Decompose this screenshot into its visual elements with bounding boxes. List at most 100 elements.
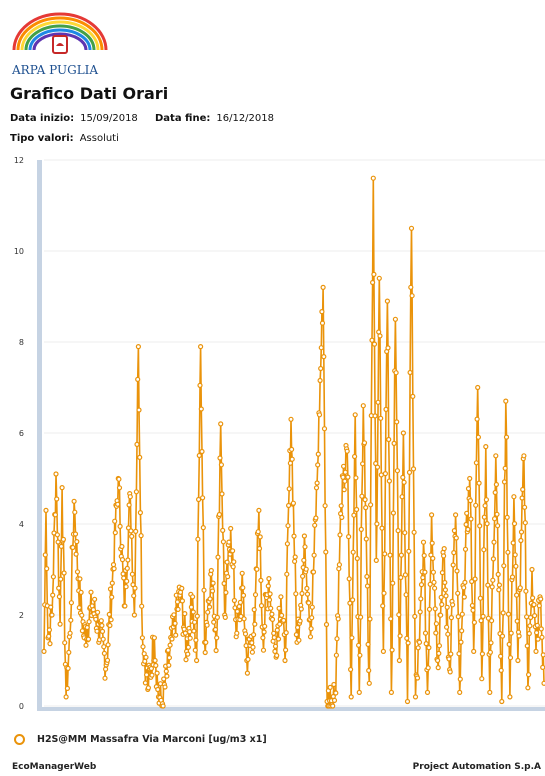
data-point	[101, 644, 107, 650]
data-point	[492, 489, 498, 496]
data-point	[450, 562, 456, 568]
data-point	[453, 535, 459, 541]
data-point	[491, 539, 497, 545]
data-point	[370, 279, 376, 286]
data-point	[534, 622, 540, 628]
data-point	[511, 521, 518, 527]
data-point	[99, 628, 106, 634]
data-point	[380, 648, 386, 654]
data-point	[85, 636, 92, 642]
data-point	[377, 333, 383, 339]
data-point	[223, 589, 229, 596]
data-point	[166, 655, 172, 661]
data-point	[372, 413, 378, 419]
data-point	[289, 446, 295, 452]
data-point	[214, 635, 220, 641]
data-point	[54, 496, 60, 502]
data-point	[476, 480, 482, 486]
data-point	[93, 616, 99, 622]
data-point	[151, 635, 157, 641]
data-point	[54, 532, 61, 538]
data-point	[462, 579, 468, 585]
data-point	[398, 574, 404, 581]
data-point	[254, 566, 260, 572]
data-point	[262, 623, 268, 629]
value-type-label: Tipo valori:	[10, 133, 74, 144]
data-point	[98, 618, 104, 624]
data-point	[471, 648, 477, 654]
data-point	[72, 531, 79, 537]
data-point	[427, 581, 433, 587]
data-point	[268, 605, 274, 611]
data-point	[387, 552, 393, 558]
data-point	[356, 689, 362, 696]
data-point	[136, 407, 142, 413]
data-point	[195, 536, 201, 542]
data-point	[374, 521, 380, 527]
data-point	[481, 514, 487, 520]
data-point	[455, 614, 461, 620]
data-point	[457, 689, 463, 696]
data-point	[132, 585, 138, 591]
data-point	[172, 620, 178, 626]
data-point	[137, 454, 143, 460]
data-point	[471, 619, 477, 625]
data-point	[354, 555, 360, 562]
data-point	[208, 567, 214, 574]
data-point	[472, 576, 478, 582]
data-point	[388, 616, 394, 622]
data-point	[43, 507, 49, 513]
data-point	[333, 690, 339, 696]
data-point	[507, 655, 514, 661]
data-point	[502, 465, 508, 471]
data-point	[348, 694, 354, 700]
data-point	[56, 594, 63, 600]
data-point	[185, 651, 191, 657]
data-point	[139, 635, 145, 641]
data-point	[516, 633, 522, 639]
data-point	[210, 580, 216, 586]
data-point	[442, 587, 448, 593]
data-point	[344, 448, 350, 454]
data-point	[475, 384, 481, 391]
data-point	[296, 637, 302, 643]
data-point	[287, 460, 293, 466]
data-point	[119, 543, 125, 550]
data-point	[451, 550, 457, 556]
data-point	[477, 523, 483, 529]
data-point	[57, 621, 63, 627]
data-point	[59, 485, 65, 491]
data-point	[504, 514, 510, 520]
data-point	[457, 676, 463, 682]
data-point	[363, 536, 369, 542]
data-point	[422, 569, 428, 575]
data-point	[299, 590, 305, 597]
data-point	[436, 643, 442, 649]
data-point	[49, 612, 55, 618]
data-point	[188, 604, 194, 610]
data-point	[424, 689, 431, 696]
data-point	[133, 528, 139, 534]
data-point	[256, 507, 262, 513]
data-point	[494, 511, 500, 517]
data-point	[365, 641, 371, 647]
data-point	[384, 298, 390, 304]
data-point	[420, 575, 426, 581]
data-point	[318, 345, 324, 351]
data-point	[55, 539, 61, 545]
data-point	[44, 566, 50, 572]
data-point	[266, 597, 273, 603]
data-point	[94, 609, 101, 615]
data-point	[422, 630, 429, 636]
chart-legend[interactable]: H2S@MM Massafra Via Marconi [ug/m3 x1]	[14, 734, 267, 745]
data-point	[376, 275, 382, 281]
data-point	[284, 541, 290, 547]
data-point	[73, 551, 79, 557]
data-point	[66, 649, 72, 655]
data-point	[292, 558, 298, 564]
data-point	[336, 566, 342, 572]
data-point	[382, 551, 388, 557]
data-point	[488, 640, 494, 646]
data-point	[430, 555, 436, 561]
y-tick-label: 8	[19, 338, 24, 347]
